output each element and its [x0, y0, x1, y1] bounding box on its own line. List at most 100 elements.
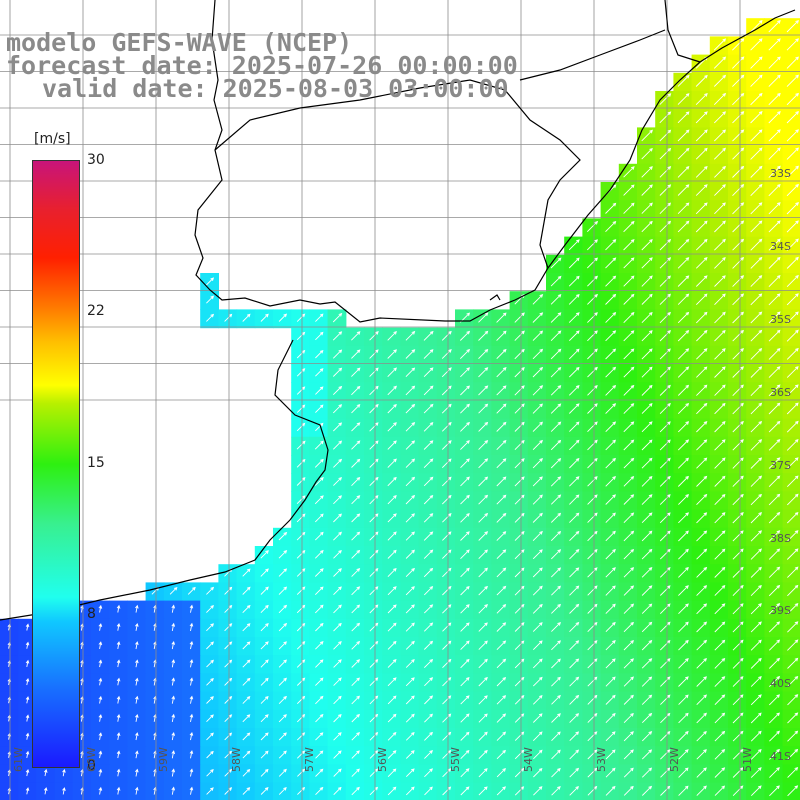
wind-arrow [315, 732, 324, 741]
wind-arrow [189, 640, 194, 650]
wind-arrow [405, 750, 415, 759]
wind-arrow [369, 476, 379, 487]
wind-arrow [623, 166, 635, 178]
wind-arrow [116, 750, 121, 759]
wind-arrow [424, 750, 433, 759]
wind-arrow [605, 694, 616, 705]
wind-arrow [587, 567, 598, 578]
wind-arrow [116, 641, 121, 649]
wind-arrow [551, 767, 561, 778]
wind-arrow [587, 312, 598, 323]
wind-arrow [568, 293, 580, 305]
wind-arrow [314, 513, 324, 523]
wind-arrow [351, 732, 360, 741]
wind-arrow [659, 348, 671, 360]
wind-arrow [441, 476, 452, 487]
wind-arrow [641, 147, 653, 160]
wind-arrow [260, 695, 269, 704]
wind-arrow [768, 511, 781, 524]
colorbar [32, 160, 80, 768]
wind-arrow [369, 458, 379, 468]
colorbar-tick-15: 15 [87, 455, 105, 471]
wind-arrow [677, 475, 689, 487]
wind-arrow [787, 675, 799, 688]
wind-arrow [623, 640, 634, 651]
wind-arrow [314, 477, 324, 486]
wind-arrow [623, 767, 634, 778]
wind-arrow [786, 457, 799, 469]
wind-arrow [623, 439, 635, 451]
wind-arrow [586, 239, 598, 251]
wind-arrow [442, 567, 452, 578]
wind-arrow [550, 476, 562, 487]
wind-arrow [206, 641, 214, 650]
wind-arrow [442, 658, 452, 669]
wind-arrow [242, 623, 251, 632]
wind-arrow [587, 275, 598, 287]
wind-arrow [678, 730, 689, 742]
wind-arrow [206, 732, 214, 741]
wind-arrow [713, 129, 726, 142]
wind-arrow [315, 641, 324, 650]
wind-arrow [496, 676, 507, 687]
wind-arrow [135, 695, 139, 704]
wind-arrow [387, 349, 397, 359]
wind-arrow [769, 767, 780, 778]
wind-arrow [714, 257, 726, 269]
wind-arrow [769, 748, 780, 760]
wind-arrow [332, 367, 343, 377]
wind-arrow [750, 639, 762, 651]
wind-arrow [514, 658, 525, 669]
wind-arrow [224, 696, 233, 704]
wind-arrow [714, 384, 726, 396]
wind-arrow [442, 604, 452, 614]
wind-arrow [369, 403, 379, 414]
wind-arrow [98, 750, 103, 759]
wind-arrow [242, 696, 251, 704]
wind-arrow [333, 513, 342, 523]
wind-arrow [605, 530, 616, 542]
wind-arrow [296, 695, 306, 705]
wind-arrow [206, 295, 215, 304]
wind-arrow [713, 38, 727, 51]
wind-arrow [605, 640, 616, 651]
wind-arrow [569, 621, 580, 633]
wind-arrow [242, 659, 251, 668]
lon-label-60w: 60W [85, 747, 98, 772]
colorbar-unit: [m/s] [34, 131, 71, 147]
wind-arrow [551, 694, 561, 705]
wind-arrow [768, 493, 781, 506]
wind-arrow [405, 786, 415, 796]
wind-arrow [532, 622, 543, 632]
wind-arrow [677, 93, 690, 105]
wind-arrow [478, 640, 488, 650]
wind-arrow [659, 93, 672, 105]
wind-arrow [332, 404, 343, 414]
wind-arrow [315, 695, 324, 705]
wind-arrow [496, 494, 507, 505]
wind-arrow [333, 495, 342, 505]
wind-arrow [677, 421, 690, 433]
wind-arrow [135, 750, 139, 759]
wind-arrow [278, 586, 288, 595]
wind-arrow [714, 621, 726, 633]
wind-arrow [750, 420, 763, 433]
wind-arrow [116, 768, 121, 777]
wind-arrow [696, 566, 708, 578]
wind-arrow [678, 749, 689, 760]
wind-arrow [296, 440, 306, 450]
wind-arrow [387, 403, 397, 414]
wind-arrow [605, 421, 617, 433]
wind-arrow [206, 586, 215, 595]
wind-arrow [460, 731, 470, 741]
wind-arrow [351, 695, 360, 705]
lon-label-55w: 55W [449, 747, 462, 772]
wind-arrow [296, 331, 306, 341]
wind-arrow [98, 695, 103, 704]
wind-arrow [732, 694, 744, 706]
wind-arrow [25, 641, 30, 649]
wind-arrow [641, 257, 653, 269]
wind-arrow [296, 404, 306, 413]
wind-arrow [695, 293, 708, 306]
wind-arrow [623, 712, 634, 724]
